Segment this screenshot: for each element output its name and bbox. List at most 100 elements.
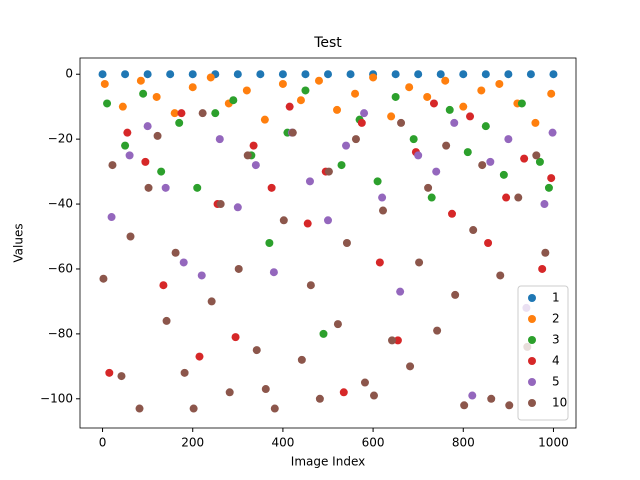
scatter-point bbox=[107, 213, 116, 222]
legend-label: 3 bbox=[552, 333, 560, 347]
scatter-point bbox=[393, 336, 402, 345]
scatter-point bbox=[351, 89, 360, 98]
scatter-point bbox=[207, 297, 216, 306]
scatter-point bbox=[301, 70, 310, 79]
scatter-point bbox=[484, 239, 493, 247]
scatter-point bbox=[261, 385, 270, 394]
scatter-point bbox=[333, 320, 342, 329]
scatter-point bbox=[297, 355, 306, 364]
scatter-point bbox=[139, 89, 148, 98]
y-axis-label: Values bbox=[12, 223, 26, 262]
scatter-point bbox=[177, 109, 186, 118]
scatter-point bbox=[414, 151, 423, 160]
scatter-point bbox=[487, 394, 496, 403]
scatter-point bbox=[136, 76, 145, 85]
scatter-point bbox=[409, 135, 418, 144]
scatter-point bbox=[445, 105, 454, 114]
scatter-point bbox=[108, 161, 117, 170]
legend-label: 10 bbox=[552, 396, 567, 410]
scatter-point bbox=[103, 99, 112, 108]
scatter-point bbox=[256, 70, 265, 79]
legend-marker bbox=[528, 336, 536, 344]
scatter-point bbox=[188, 83, 197, 92]
x-tick-label: 800 bbox=[452, 436, 475, 450]
scatter-point bbox=[188, 70, 197, 79]
scatter-point bbox=[495, 79, 504, 88]
scatter-point bbox=[269, 268, 278, 277]
legend-marker bbox=[528, 315, 536, 323]
scatter-point bbox=[265, 239, 274, 247]
scatter-point bbox=[450, 118, 459, 127]
scatter-point bbox=[505, 401, 514, 410]
x-tick-label: 200 bbox=[181, 436, 204, 450]
scatter-point bbox=[324, 70, 332, 79]
scatter-point bbox=[135, 404, 144, 413]
scatter-point bbox=[369, 73, 378, 82]
legend: 1 2 3 4 5 10 bbox=[517, 285, 569, 421]
scatter-point bbox=[391, 92, 400, 101]
scatter-point bbox=[375, 258, 384, 267]
x-tick-label: 400 bbox=[271, 436, 294, 450]
scatter-point bbox=[486, 157, 495, 166]
scatter-point bbox=[233, 70, 242, 79]
scatter-point bbox=[369, 391, 378, 400]
scatter-point bbox=[279, 216, 288, 225]
legend-label: 2 bbox=[552, 312, 560, 326]
scatter-point bbox=[415, 258, 424, 267]
scatter-point bbox=[427, 193, 436, 202]
scatter-point bbox=[126, 232, 135, 241]
scatter-point bbox=[233, 203, 242, 212]
scatter-point bbox=[170, 109, 179, 118]
scatter-point bbox=[166, 70, 175, 79]
scatter-point bbox=[301, 86, 310, 95]
scatter-point bbox=[424, 183, 433, 192]
scatter-point bbox=[496, 271, 505, 280]
scatter-point bbox=[342, 239, 351, 247]
scatter-point bbox=[157, 167, 166, 176]
scatter-point bbox=[391, 70, 400, 79]
scatter-point bbox=[544, 183, 553, 192]
scatter-point bbox=[547, 89, 556, 98]
scatter-point bbox=[520, 154, 529, 163]
scatter-point bbox=[468, 391, 477, 400]
x-tick-label: 0 bbox=[99, 436, 107, 450]
scatter-point bbox=[387, 112, 396, 121]
scatter-point bbox=[481, 70, 490, 79]
y-tick-label: 0 bbox=[65, 67, 73, 81]
scatter-point bbox=[100, 79, 109, 88]
scatter-point bbox=[153, 131, 162, 140]
scatter-point bbox=[423, 92, 432, 101]
scatter-point bbox=[98, 70, 107, 79]
scatter-point bbox=[378, 193, 387, 202]
scatter-point bbox=[144, 183, 153, 192]
scatter-point bbox=[477, 86, 486, 95]
scatter-point bbox=[278, 70, 287, 79]
legend-marker bbox=[528, 357, 536, 365]
scatter-point bbox=[342, 141, 351, 150]
scatter-point bbox=[117, 372, 126, 381]
scatter-point bbox=[105, 368, 114, 377]
scatter-point bbox=[451, 290, 460, 299]
scatter-point bbox=[143, 122, 152, 131]
scatter-point bbox=[337, 161, 346, 170]
scatter-point bbox=[143, 70, 152, 79]
scatter-point bbox=[252, 346, 261, 355]
scatter-point bbox=[206, 73, 215, 82]
scatter-point bbox=[441, 76, 450, 85]
legend-marker bbox=[528, 399, 536, 407]
scatter-point bbox=[436, 70, 445, 79]
scatter-point bbox=[346, 70, 355, 79]
scatter-point bbox=[466, 112, 475, 121]
scatter-point bbox=[118, 102, 127, 111]
scatter-point bbox=[357, 118, 366, 127]
scatter-point bbox=[171, 248, 180, 257]
scatter-point bbox=[260, 115, 269, 124]
scatter-point bbox=[339, 388, 348, 397]
scatter-point bbox=[541, 248, 550, 257]
y-tick-label: −20 bbox=[48, 132, 73, 146]
scatter-point bbox=[405, 83, 414, 92]
scatter-point bbox=[229, 96, 238, 105]
scatter-point bbox=[315, 394, 324, 403]
scatter-point bbox=[319, 329, 328, 338]
